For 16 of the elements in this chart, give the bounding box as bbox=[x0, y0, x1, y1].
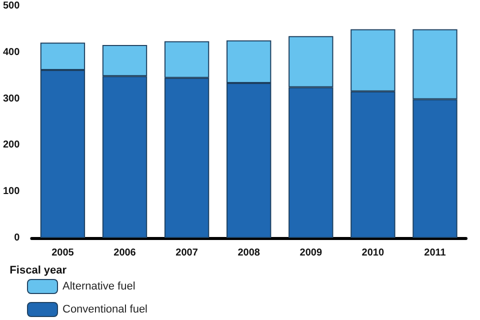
x-tick-label: 2008 bbox=[238, 248, 260, 258]
x-tick-label: 2006 bbox=[114, 248, 136, 258]
y-tick-label: 100 bbox=[2, 186, 20, 198]
legend-label: Conventional fuel bbox=[62, 304, 148, 316]
x-axis-title: Fiscal year bbox=[10, 264, 68, 276]
x-tick-label: 2009 bbox=[300, 248, 322, 258]
legend-label: Alternative fuel bbox=[62, 280, 136, 292]
y-tick-label: 400 bbox=[2, 46, 20, 58]
x-tick-label: 2005 bbox=[52, 248, 74, 258]
x-tick-label: 2011 bbox=[424, 248, 446, 258]
x-tick-label: 2010 bbox=[362, 248, 384, 258]
y-tick-label: 0 bbox=[14, 232, 20, 244]
x-tick-label: 2007 bbox=[176, 248, 198, 258]
y-tick-label: 200 bbox=[2, 140, 20, 151]
y-tick-label: 500 bbox=[2, 0, 20, 12]
y-tick-label: 300 bbox=[2, 93, 20, 104]
